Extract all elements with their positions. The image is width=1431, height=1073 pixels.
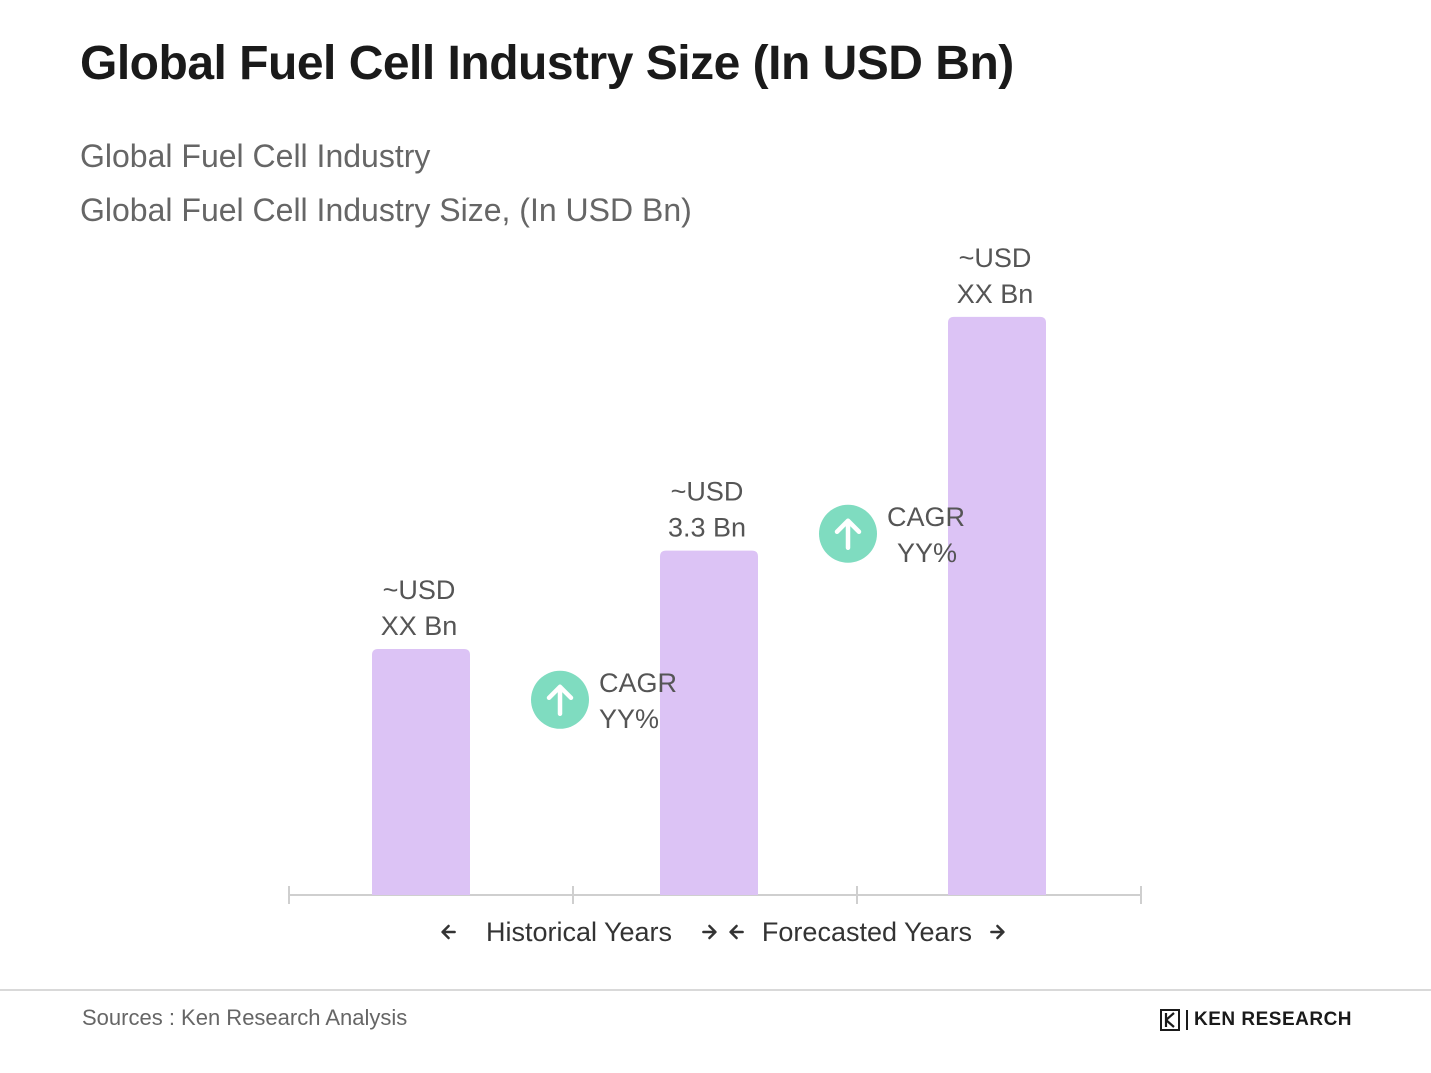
bar-data-label: ~USD — [959, 243, 1032, 273]
cagr-label: CAGR — [599, 668, 677, 698]
footer-divider — [0, 989, 1431, 991]
arrow-up-icon — [546, 684, 574, 717]
period-label: Forecasted Years — [762, 917, 972, 947]
bar — [660, 550, 758, 895]
arrow-left-icon — [729, 924, 744, 940]
chart-subtitle-detail: Global Fuel Cell Industry Size, (In USD … — [80, 192, 692, 228]
ken-research-logo-icon — [1160, 1009, 1180, 1031]
bar-data-label: 3.3 Bn — [668, 513, 746, 543]
bar — [372, 649, 470, 895]
page-title: Global Fuel Cell Industry Size (In USD B… — [80, 37, 1014, 90]
bar — [948, 316, 1046, 895]
arrow-left-icon — [441, 924, 456, 940]
brand-logo: KEN RESEARCH — [1160, 1008, 1352, 1032]
brand-name: KEN RESEARCH — [1194, 1009, 1353, 1030]
cagr-label: CAGR — [887, 502, 965, 532]
period-label: Historical Years — [486, 917, 672, 947]
arrow-right-icon — [990, 924, 1005, 940]
arrow-up-icon — [834, 518, 862, 550]
bar-data-label: ~USD — [383, 575, 456, 605]
arrow-right-icon — [702, 924, 717, 940]
cagr-label: YY% — [897, 538, 957, 568]
bar-data-label: ~USD — [671, 477, 744, 507]
bar-data-label: XX Bn — [381, 611, 458, 641]
brand-separator — [1186, 1010, 1188, 1030]
cagr-label: YY% — [599, 704, 659, 734]
chart-subtitle: Global Fuel Cell Industry — [80, 138, 431, 174]
bar-data-label: XX Bn — [957, 279, 1034, 309]
bar-chart: ~USD XX Bn ~USD 3.3 Bn ~USD XX Bn CAGR YY% CAGR Y… — [288, 243, 1142, 947]
sources-note: Sources : Ken Research Analysis — [82, 1005, 408, 1030]
